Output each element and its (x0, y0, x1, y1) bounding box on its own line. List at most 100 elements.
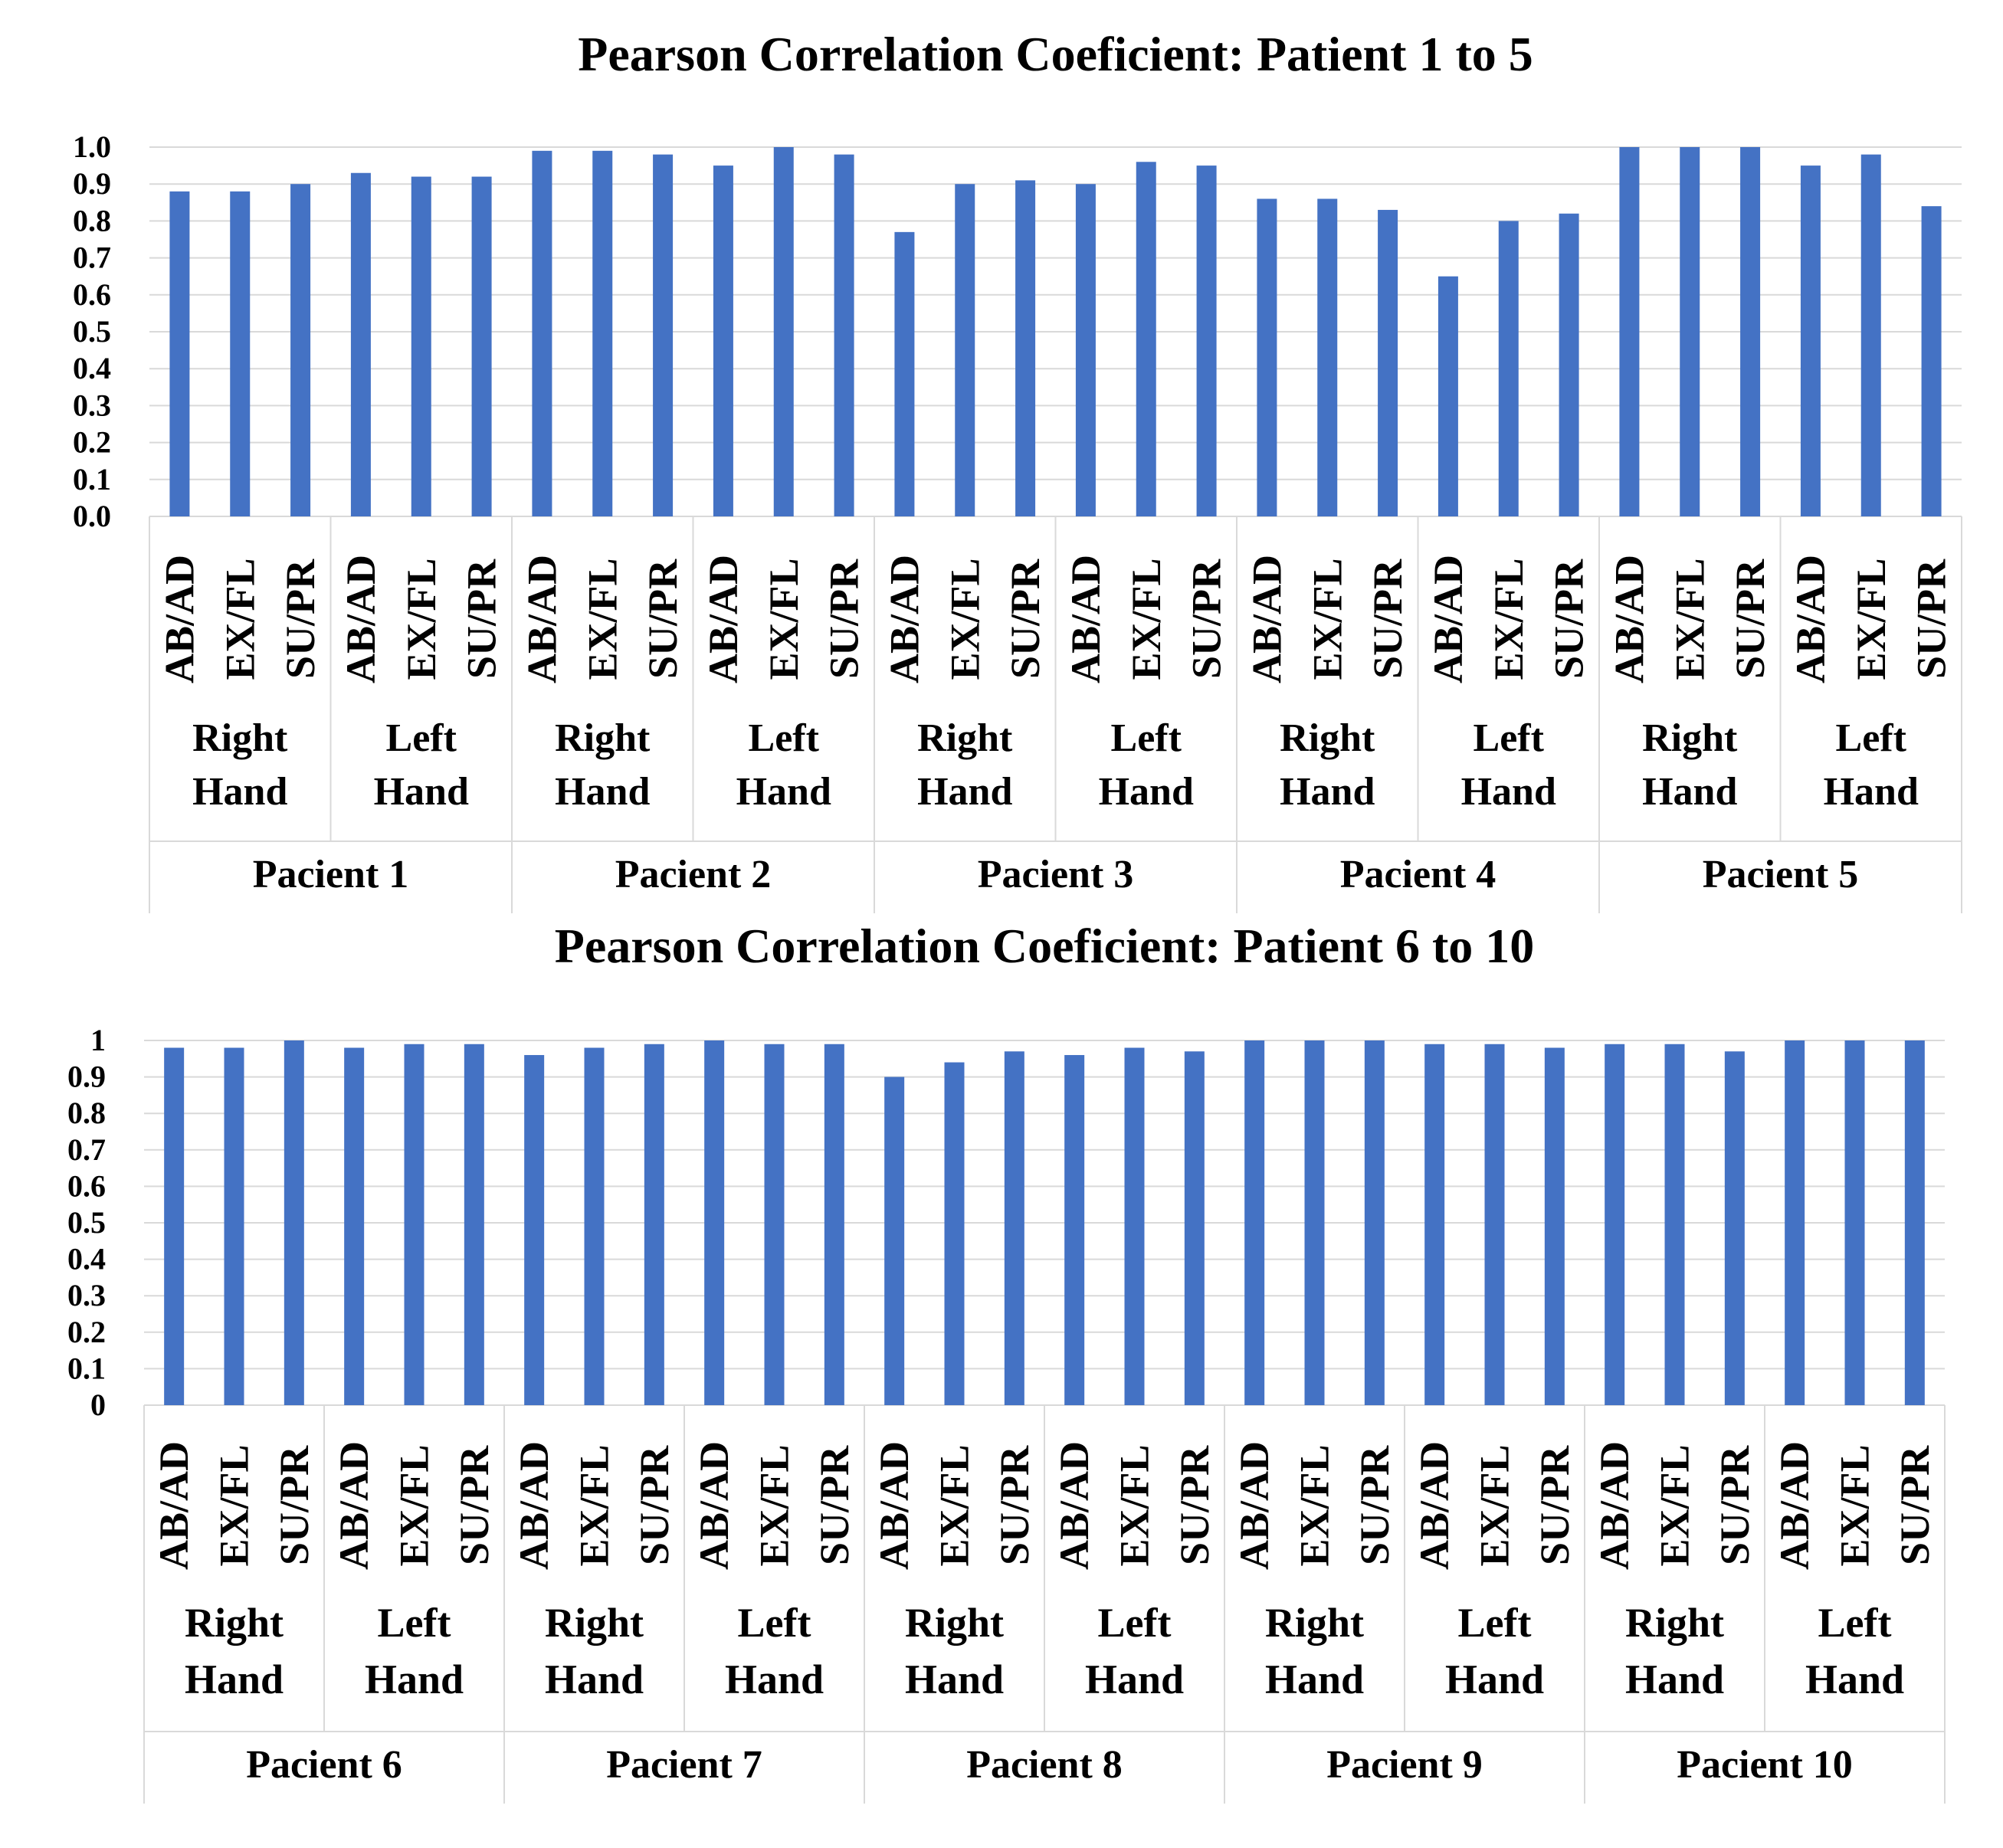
category-label: SU/PR (640, 559, 686, 679)
hand-label: Hand (1445, 1656, 1544, 1702)
y-tick-label: 0.9 (67, 1060, 106, 1094)
category-label: AB/AD (871, 1441, 917, 1570)
category-label: SU/PR (821, 559, 867, 679)
category-label: SU/PR (1352, 1445, 1398, 1565)
category-label: EX/FL (1292, 1444, 1338, 1566)
category-label: SU/PR (1002, 559, 1048, 679)
category-label: AB/AD (511, 1441, 557, 1570)
y-tick-label: 0.9 (73, 166, 111, 201)
hand-label: Left (1474, 716, 1545, 760)
category-label: SU/PR (992, 1445, 1038, 1565)
bar (1484, 1044, 1505, 1405)
hand-label: Left (749, 716, 820, 760)
bar (1196, 165, 1217, 516)
hand-label: Hand (905, 1656, 1004, 1702)
category-label: AB/AD (1063, 555, 1109, 683)
category-label: EX/FL (217, 558, 263, 680)
category-label: SU/PR (1172, 1445, 1218, 1565)
category-label: AB/AD (331, 1441, 377, 1570)
hand-label: Left (378, 1600, 451, 1646)
category-label: EX/FL (1472, 1444, 1518, 1566)
category-label: SU/PR (1712, 1445, 1758, 1565)
bar (411, 176, 431, 516)
category-label: AB/AD (156, 555, 202, 683)
hand-label: Hand (1265, 1656, 1364, 1702)
y-tick-label: 1.0 (73, 129, 111, 164)
category-label: SU/PR (451, 1445, 497, 1565)
bar (884, 1076, 905, 1405)
y-tick-label: 0.6 (67, 1168, 106, 1203)
hand-label: Right (905, 1600, 1004, 1646)
y-tick-label: 0.4 (67, 1242, 106, 1276)
category-label: EX/FL (572, 1444, 618, 1566)
y-tick-label: 0.3 (73, 388, 111, 422)
y-tick-label: 0.0 (73, 499, 111, 533)
group-label: Pacient 6 (246, 1743, 402, 1787)
bar (1424, 1044, 1445, 1405)
bar (1785, 1040, 1805, 1405)
bar (1257, 198, 1277, 516)
category-label: EX/FL (1848, 558, 1894, 680)
hand-label: Left (1098, 1600, 1172, 1646)
group-label: Pacient 7 (606, 1743, 762, 1787)
bar (1136, 162, 1156, 516)
category-label: EX/FL (1486, 558, 1532, 680)
category-label: AB/AD (881, 555, 927, 683)
category-label: SU/PR (271, 1445, 317, 1565)
category-label: EX/FL (1667, 558, 1713, 680)
y-tick-label: 0.5 (67, 1205, 106, 1240)
y-tick-label: 0.8 (67, 1096, 106, 1130)
category-label: AB/AD (1051, 1441, 1097, 1570)
bar (1438, 276, 1458, 516)
bar (1124, 1047, 1145, 1405)
bar (1860, 154, 1881, 516)
category-label: SU/PR (1546, 559, 1592, 679)
y-tick-label: 0.3 (67, 1278, 106, 1312)
chart-2: Pearson Correlation Coeficient: Patient … (67, 919, 1946, 1804)
hand-label: Hand (192, 770, 287, 814)
bar (764, 1044, 785, 1405)
category-label: EX/FL (752, 1444, 798, 1566)
hand-label: Hand (725, 1656, 824, 1702)
bar (1498, 221, 1519, 516)
bar (1844, 1040, 1865, 1405)
bar (1921, 206, 1942, 516)
bar (1740, 147, 1761, 516)
bar (524, 1055, 545, 1405)
bar (894, 231, 915, 516)
hand-label: Left (738, 1600, 811, 1646)
bar (1304, 1040, 1325, 1405)
hand-label: Left (1836, 716, 1907, 760)
hand-label: Hand (185, 1656, 284, 1702)
hand-label: Hand (374, 770, 469, 814)
category-label: SU/PR (631, 1445, 677, 1565)
bar (284, 1040, 304, 1405)
hand-label: Left (1458, 1600, 1532, 1646)
category-label: SU/PR (1532, 1445, 1578, 1565)
hand-label: Hand (1085, 1656, 1184, 1702)
bar (834, 154, 854, 516)
group-label: Pacient 10 (1677, 1743, 1853, 1787)
hand-label: Right (1642, 716, 1738, 760)
hand-label: Hand (1824, 770, 1919, 814)
category-label: EX/FL (392, 1444, 438, 1566)
bar (1064, 1055, 1085, 1405)
bar (1004, 1051, 1024, 1405)
category-label: EX/FL (761, 558, 807, 680)
hand-label: Right (555, 716, 651, 760)
category-label: EX/FL (1304, 558, 1350, 680)
bar (1364, 1040, 1385, 1405)
category-label: AB/AD (338, 555, 384, 683)
bar (653, 154, 674, 516)
hand-label: Hand (1642, 770, 1737, 814)
bar (592, 150, 613, 516)
bar (532, 150, 552, 516)
bar (1904, 1040, 1925, 1405)
hand-label: Hand (1805, 1656, 1904, 1702)
bar (1317, 198, 1338, 516)
y-tick-label: 0.1 (67, 1351, 106, 1385)
bar (644, 1044, 664, 1405)
group-label: Pacient 9 (1326, 1743, 1483, 1787)
bar (1619, 147, 1640, 516)
